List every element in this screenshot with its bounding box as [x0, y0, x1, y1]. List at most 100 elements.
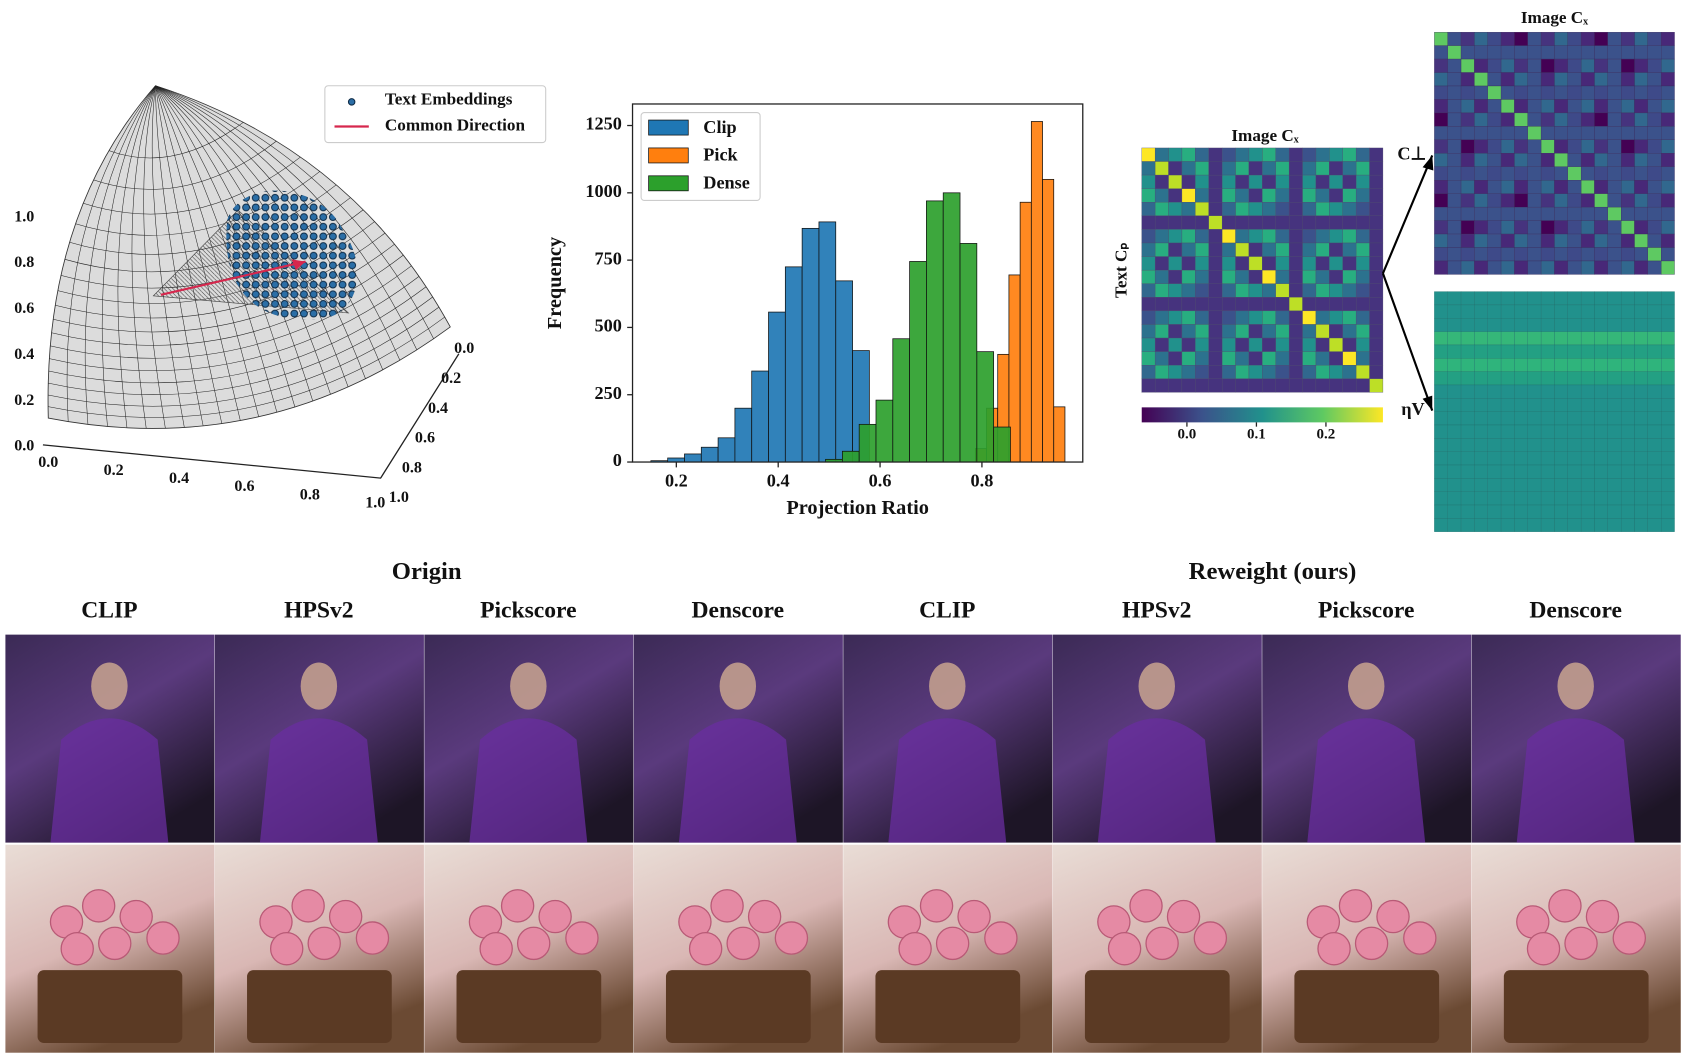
- rose: [1564, 926, 1598, 961]
- colorbar-tick-label: 0.2: [1317, 427, 1336, 443]
- heatmap-cell: [1647, 31, 1662, 46]
- heatmap-cell: [1620, 504, 1635, 519]
- figure-head: [1347, 662, 1385, 710]
- heatmap-cell: [1460, 504, 1475, 519]
- heatmap-cell: [1474, 438, 1488, 452]
- heatmap-cell: [1447, 318, 1462, 332]
- figure-silhouette: [1516, 718, 1635, 843]
- heatmap-cell: [1661, 358, 1675, 372]
- heatmap-cell: [1514, 112, 1528, 127]
- heatmap-cell: [1487, 398, 1502, 412]
- heatmap-cell: [1527, 384, 1542, 399]
- heatmap-cell: [1154, 269, 1169, 284]
- heatmap-cell: [1527, 58, 1542, 73]
- heatmap-cell: [1342, 324, 1357, 339]
- heatmap-cell: [1594, 72, 1608, 87]
- heatmap-cell: [1487, 464, 1502, 479]
- heatmap-cell: [1527, 99, 1542, 114]
- heatmap-cell: [1540, 153, 1555, 167]
- heatmap-cell: [1540, 424, 1555, 439]
- heatmap-cell: [1567, 358, 1582, 372]
- z-tick-label: 1.0: [14, 208, 34, 225]
- heatmap-cell: [1487, 478, 1502, 492]
- heatmap-cell: [1262, 161, 1276, 176]
- heatmap-cell: [1500, 247, 1515, 262]
- heatmap-cell: [1474, 411, 1488, 426]
- heatmap-cell: [1460, 331, 1475, 346]
- heatmap-cell: [1195, 161, 1209, 176]
- heatmap-cell: [1262, 324, 1276, 339]
- column-title: Pickscore: [480, 598, 576, 624]
- heatmap-cell: [1315, 242, 1330, 257]
- heatmap-cell: [1607, 58, 1622, 73]
- bar: [835, 280, 853, 463]
- heatmap-cell: [1275, 242, 1290, 257]
- bar: [959, 243, 978, 463]
- heatmap-cell: [1554, 331, 1568, 346]
- heatmap-cell: [1168, 310, 1183, 325]
- heatmap-cell: [1447, 72, 1462, 87]
- heatmap-cell: [1620, 220, 1635, 235]
- heatmap-cell: [1634, 85, 1649, 100]
- heatmap-cell: [1355, 351, 1370, 366]
- heatmap-cell: [1540, 58, 1555, 73]
- heatmap-cell: [1634, 398, 1649, 412]
- heatmap-cell: [1434, 153, 1448, 167]
- heatmap-cell: [1620, 180, 1635, 194]
- heatmap-cell: [1514, 371, 1528, 386]
- heatmap-cell: [1195, 351, 1209, 366]
- heatmap-title: Image Cₓ: [1231, 126, 1298, 145]
- heatmap-cell: [1540, 126, 1555, 140]
- heatmap-cell: [1554, 358, 1568, 372]
- heatmap-cell: [1208, 351, 1223, 366]
- heatmap-cell: [1594, 398, 1608, 412]
- rose: [1145, 926, 1179, 961]
- bar: [818, 221, 837, 463]
- heatmap-cell: [1235, 229, 1250, 244]
- heatmap-cell: [1540, 85, 1555, 100]
- heatmap-cell: [1487, 424, 1502, 439]
- heatmap-cell: [1141, 297, 1156, 312]
- heatmap-cell: [1288, 324, 1303, 339]
- heatmap-cell: [1369, 161, 1384, 176]
- heatmap-cell: [1474, 451, 1488, 466]
- heatmap-cell: [1594, 451, 1608, 466]
- heatmap-cell: [1315, 337, 1330, 352]
- heatmap-cell: [1661, 304, 1675, 319]
- heatmap-cell: [1474, 331, 1488, 346]
- heatmap-cell: [1661, 58, 1675, 73]
- heatmap-cell: [1607, 31, 1622, 46]
- colorbar-tick-label: 0.0: [1178, 427, 1197, 443]
- heatmap-cell: [1221, 310, 1236, 325]
- heatmap-cell: [1181, 310, 1196, 325]
- heatmap-cell: [1460, 220, 1475, 235]
- sphere-parallel: [83, 156, 301, 215]
- heatmap-cell: [1567, 153, 1582, 167]
- heatmap-cell: [1594, 193, 1608, 208]
- heatmap-cell: [1369, 283, 1384, 298]
- heatmap-cell: [1434, 72, 1448, 87]
- y-tick-label: 1000: [585, 181, 621, 201]
- heatmap-cell: [1514, 45, 1528, 60]
- legend-label: Common Direction: [385, 115, 526, 134]
- bar: [1053, 406, 1066, 463]
- heatmap-cell: [1221, 256, 1236, 271]
- heatmap-cell: [1661, 491, 1675, 506]
- legend-swatch: [648, 147, 689, 164]
- heatmap-cell: [1329, 147, 1343, 162]
- heatmap-cell: [1221, 174, 1236, 189]
- rose: [1166, 899, 1201, 934]
- heatmap-cell: [1208, 215, 1223, 230]
- sphere-parallel: [48, 306, 440, 407]
- heatmap-cell: [1355, 147, 1370, 162]
- heatmap-cell: [1634, 331, 1649, 346]
- heatmap-cell: [1235, 242, 1250, 257]
- heatmap-cell: [1647, 504, 1662, 519]
- heatmap-cell: [1154, 161, 1169, 176]
- heatmap-cell: [1540, 139, 1555, 154]
- heatmap-cell: [1514, 166, 1528, 181]
- rose: [81, 889, 116, 923]
- heatmap-cell: [1620, 139, 1635, 154]
- heatmap-cell: [1580, 220, 1595, 235]
- heatmap-cell: [1594, 85, 1608, 100]
